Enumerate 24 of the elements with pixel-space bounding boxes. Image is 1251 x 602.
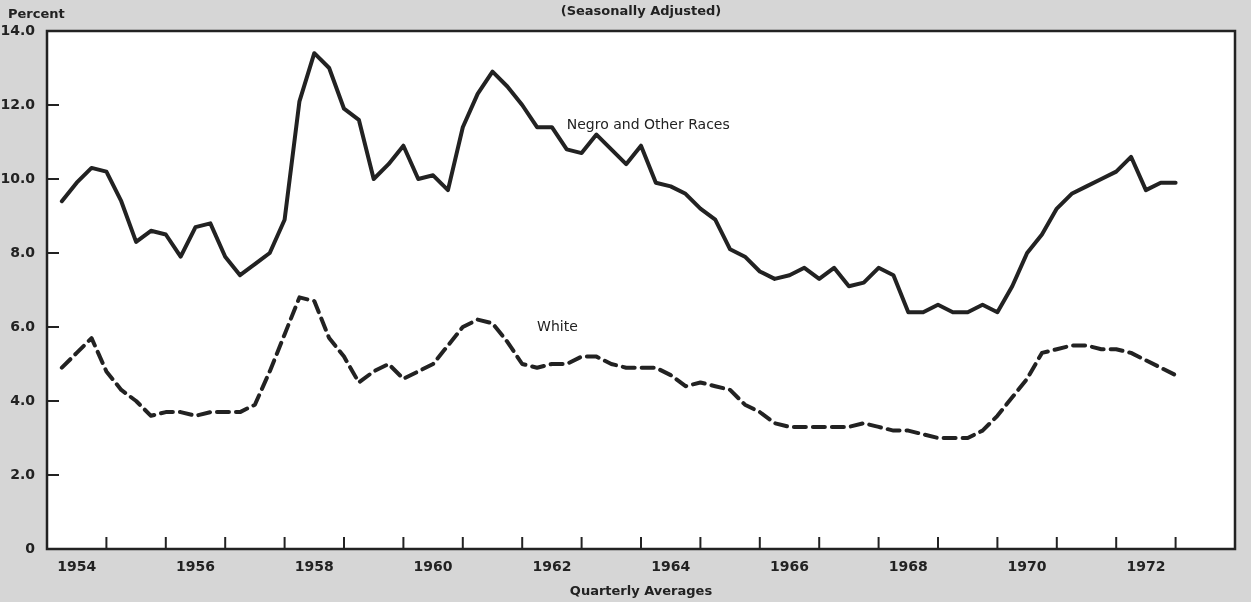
x-tick-label: 1968: [888, 558, 928, 575]
x-axis-title: Quarterly Averages: [569, 583, 713, 599]
x-tick-label: 1972: [1126, 558, 1166, 575]
y-tick-label: 14.0: [0, 21, 36, 38]
y-tick-label: 8.0: [10, 243, 36, 260]
y-tick-label: 0: [25, 539, 36, 556]
x-tick-label: 1964: [651, 558, 691, 575]
x-tick-label: 1960: [413, 558, 453, 575]
chart-subtitle: (Seasonally Adjusted): [560, 3, 722, 19]
y-tick-label: 10.0: [0, 169, 36, 186]
x-tick-label: 1954: [57, 558, 97, 575]
x-tick-label: 1966: [770, 558, 809, 575]
line-series: [59, 295, 1178, 440]
y-tick-label: 6.0: [10, 317, 36, 334]
x-tick-label: 1970: [1007, 558, 1047, 575]
series-label: White: [537, 318, 578, 335]
x-tick-label: 1956: [176, 558, 215, 575]
x-tick-label: 1958: [294, 558, 334, 575]
y-tick-label: 2.0: [10, 465, 36, 482]
x-tick-label: 1962: [532, 558, 572, 575]
y-tick-label: 4.0: [10, 391, 36, 408]
series-label: Negro and Other Races: [566, 116, 730, 133]
y-tick-label: 12.0: [0, 95, 36, 112]
y-axis-title: Percent: [8, 6, 65, 22]
